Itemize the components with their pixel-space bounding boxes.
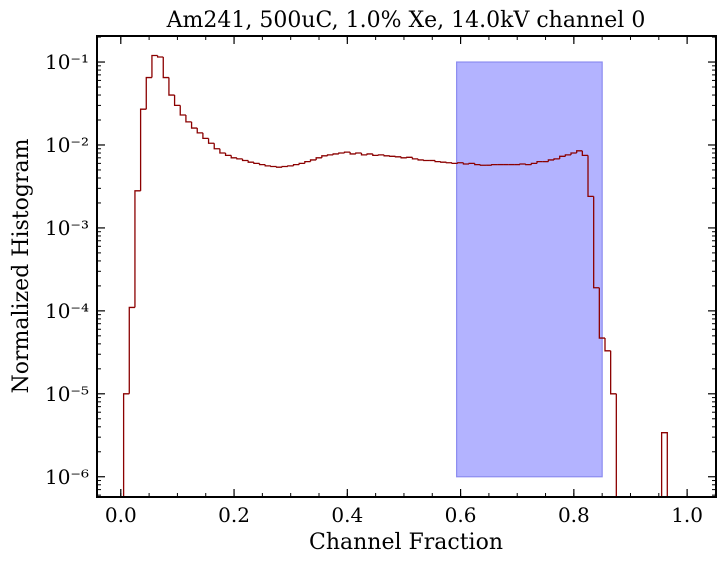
- hist-bin: [162, 56, 169, 79]
- hist-bin: [593, 196, 600, 289]
- hist-bin: [196, 128, 203, 134]
- hist-bin: [270, 165, 277, 168]
- hist-bin: [383, 154, 390, 157]
- hist-bin: [134, 190, 141, 308]
- hist-bin: [445, 162, 453, 164]
- hist-bin: [547, 159, 555, 162]
- hist-bin: [292, 163, 300, 166]
- hist-bin: [122, 393, 130, 497]
- x-axis-label: Channel Fraction: [309, 530, 503, 555]
- hist-bin: [360, 153, 368, 156]
- hist-bin: [581, 150, 589, 156]
- chart-title: Am241, 500uC, 1.0% Xe, 14.0kV channel 0: [166, 8, 646, 33]
- hist-bin: [253, 162, 260, 165]
- x-tick-label: 0.8: [558, 503, 590, 527]
- hist-bin: [570, 152, 577, 155]
- hist-bin: [536, 160, 543, 164]
- hist-bin: [304, 160, 311, 164]
- hist-bin: [660, 432, 668, 497]
- hist-bin: [156, 55, 164, 58]
- y-axis-label: Normalized Histogram: [9, 138, 34, 393]
- hist-bin: [139, 108, 147, 191]
- y-tick-label: 10⁻⁶: [45, 465, 89, 489]
- hist-bin: [604, 338, 611, 352]
- hist-bin: [326, 154, 334, 156]
- hist-bin: [372, 153, 379, 156]
- hist-bin: [587, 155, 594, 198]
- x-tick-label: 0.2: [218, 503, 250, 527]
- hist-bin: [559, 155, 566, 159]
- hist-bin: [411, 157, 419, 160]
- hist-bin: [400, 156, 407, 159]
- histogram: [122, 54, 668, 497]
- hist-bin: [440, 161, 447, 163]
- hist-bin: [185, 114, 192, 123]
- hist-bin: [287, 165, 294, 167]
- hist-bin: [423, 159, 430, 162]
- hist-bin: [479, 164, 487, 166]
- hist-bin: [264, 164, 271, 167]
- hist-bin: [343, 151, 351, 154]
- y-tick-label: 10⁻²: [45, 133, 89, 157]
- hist-bin: [610, 350, 617, 395]
- hist-bin: [241, 158, 249, 162]
- hist-bin: [525, 163, 532, 166]
- x-tick-label: 0.4: [331, 503, 363, 527]
- hist-bin: [553, 158, 560, 160]
- hist-bin: [530, 162, 538, 165]
- hist-bin: [598, 287, 605, 339]
- hist-bin: [338, 152, 345, 154]
- hist-bin: [349, 152, 356, 155]
- hist-bin: [151, 54, 158, 78]
- hist-bin: [207, 138, 215, 144]
- hist-bin: [168, 77, 175, 96]
- hist-bin: [417, 158, 424, 161]
- hist-bin: [258, 163, 266, 166]
- x-tick-label: 0.0: [105, 503, 137, 527]
- y-tick-label: 10⁻³: [45, 216, 89, 240]
- hist-bin: [247, 160, 254, 163]
- hist-bin: [173, 95, 181, 107]
- hist-bin: [564, 154, 572, 157]
- hist-bin: [519, 163, 526, 165]
- hist-bin: [202, 132, 209, 140]
- hist-bin: [219, 148, 226, 154]
- hist-bin: [474, 163, 481, 166]
- hist-bin: [457, 162, 464, 164]
- y-tick-label: 10⁻⁵: [45, 382, 89, 406]
- hist-bin: [332, 153, 339, 155]
- hist-bin: [224, 153, 232, 156]
- hist-bin: [615, 393, 617, 497]
- y-tick-label: 10⁻¹: [45, 50, 89, 74]
- hist-bin: [190, 121, 198, 129]
- highlight-span: [456, 61, 603, 478]
- hist-bin: [406, 156, 413, 158]
- hist-bin: [309, 159, 317, 162]
- plot-frame: [96, 35, 717, 498]
- x-tick-label: 0.6: [445, 503, 477, 527]
- hist-bin: [128, 306, 135, 394]
- hist-bin: [179, 105, 186, 116]
- hist-bin: [298, 162, 305, 165]
- hist-bin: [315, 157, 322, 160]
- y-tick-label: 10⁻⁴: [45, 299, 89, 323]
- hist-bin: [145, 76, 152, 110]
- hist-bin: [230, 155, 237, 159]
- hist-bin: [236, 157, 243, 160]
- hist-bin: [491, 163, 498, 166]
- hist-bin: [281, 165, 288, 168]
- hist-bin: [451, 162, 458, 165]
- x-tick-label: 1.0: [671, 503, 703, 527]
- hist-bin: [434, 160, 441, 163]
- hist-bin: [213, 143, 220, 150]
- hist-bin: [275, 166, 283, 168]
- hist-bin: [462, 162, 470, 165]
- hist-bin: [468, 162, 475, 165]
- hist-bin: [321, 155, 328, 158]
- hist-bin: [355, 152, 362, 154]
- hist-bin: [366, 153, 373, 155]
- hist-bin: [576, 150, 583, 154]
